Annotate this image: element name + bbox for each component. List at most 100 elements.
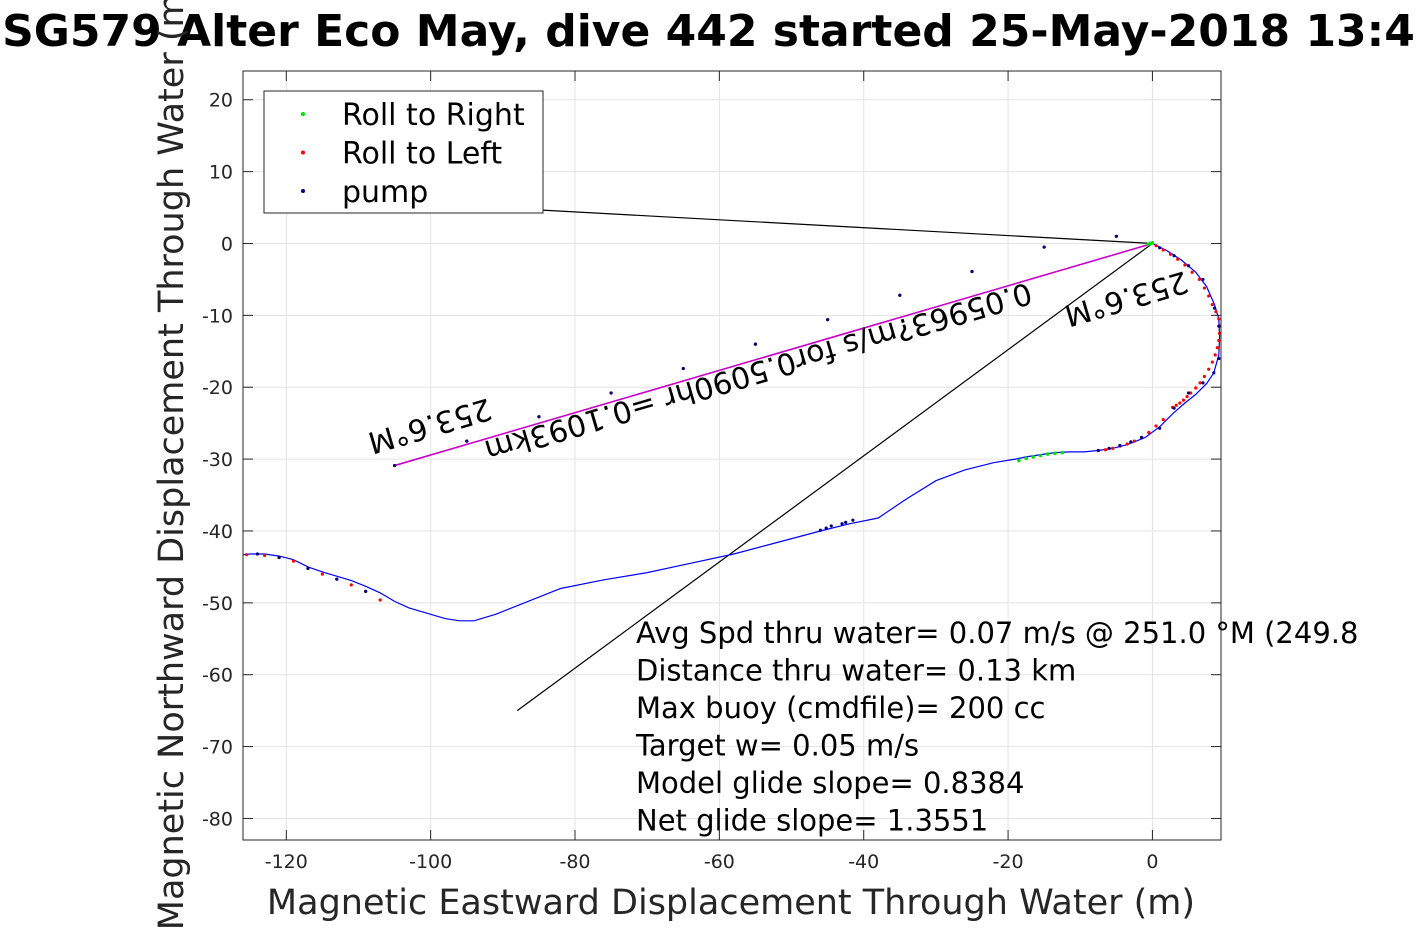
roll-left-point xyxy=(1215,346,1219,350)
roll-left-point xyxy=(1178,401,1182,405)
pump-point xyxy=(1201,381,1205,385)
data-layer xyxy=(243,206,1221,712)
pump-point xyxy=(753,342,758,346)
pump-point xyxy=(364,589,368,593)
roll-left-point xyxy=(1210,302,1214,307)
pump-point xyxy=(1129,440,1133,444)
roll-right-point xyxy=(1031,455,1036,459)
roll-left-point xyxy=(245,553,249,557)
pump-point xyxy=(851,518,855,522)
stats-annotation-line: Net glide slope= 1.3551 xyxy=(636,804,988,838)
pump-point xyxy=(335,577,339,581)
pump-point xyxy=(1158,426,1162,430)
pump-point xyxy=(826,318,830,322)
stats-annotation-line: Max buoy (cmdfile)= 200 cc xyxy=(636,691,1045,725)
y-tick-label: -20 xyxy=(202,377,233,399)
roll-left-point xyxy=(291,559,296,563)
y-tick-label: 0 xyxy=(221,233,233,255)
roll-left-point xyxy=(349,583,353,587)
pump-point xyxy=(681,366,685,371)
pump-point xyxy=(1201,277,1205,282)
roll-left-point xyxy=(1168,252,1173,256)
roll-right-point xyxy=(1038,453,1043,458)
pump-point xyxy=(1212,306,1217,310)
roll-left-point xyxy=(1185,394,1189,399)
x-axis-label: Magnetic Eastward Displacement Through W… xyxy=(267,883,1195,923)
roll-left-point xyxy=(1210,360,1214,364)
pump-point xyxy=(1118,443,1122,448)
pump-point xyxy=(829,524,833,528)
roll-left-point xyxy=(1181,398,1186,402)
y-tick-label: 10 xyxy=(209,162,233,184)
roll-left-point xyxy=(1154,244,1158,248)
roll-left-point xyxy=(1125,442,1129,446)
x-tick-label: -80 xyxy=(559,851,590,873)
pump-point xyxy=(840,522,844,526)
roll-left-point xyxy=(1190,270,1194,274)
y-tick-label: -80 xyxy=(202,808,233,830)
plot-series-group xyxy=(243,206,1221,712)
pump-point xyxy=(844,520,848,524)
pump-point xyxy=(1096,448,1100,453)
current-line xyxy=(394,242,1153,467)
roll-left-point xyxy=(1202,374,1206,379)
x-tick-label: -40 xyxy=(848,851,879,873)
ticks: -120 -100 -80 -60 -40 -20 0-80-70-60-50-40-30-… xyxy=(202,71,1221,873)
y-tick-label: -60 xyxy=(202,665,233,687)
pump-point xyxy=(1172,406,1176,410)
pump-point xyxy=(1212,371,1216,375)
x-tick-label: 0 xyxy=(1146,851,1158,873)
roll-left-point xyxy=(1161,417,1165,422)
roll-left-point xyxy=(263,553,267,557)
roll-left-point xyxy=(1176,257,1180,261)
roll-right-point xyxy=(1045,452,1050,456)
stats-annotation-line: Target w= 0.05 m/s xyxy=(635,729,919,763)
roll-left-point xyxy=(1147,430,1151,435)
pump-point xyxy=(898,293,902,297)
y-tick-label: -70 xyxy=(202,737,233,759)
y-tick-label: -10 xyxy=(202,305,233,327)
heading-line xyxy=(495,206,1153,245)
roll-left-point xyxy=(1132,439,1136,443)
roll-right-point xyxy=(1060,450,1065,455)
roll-left-point xyxy=(1183,263,1187,267)
glider-track-line xyxy=(243,242,1221,622)
pump-point xyxy=(537,415,541,419)
x-tick-label: -120 xyxy=(265,851,308,873)
roll-left-point xyxy=(1111,446,1115,450)
pump-point xyxy=(1172,254,1176,258)
pump-point xyxy=(277,555,281,560)
roll-left-point xyxy=(1202,286,1206,290)
legend-box xyxy=(263,90,544,214)
legend-label: Roll to Left xyxy=(342,137,502,172)
roll-left-point xyxy=(320,572,324,576)
legend-marker xyxy=(301,150,305,155)
roll-left-point xyxy=(1198,381,1202,385)
x-tick-label: -100 xyxy=(409,851,452,873)
stats-annotation-line: Distance thru water= 0.13 km xyxy=(636,654,1076,688)
pump-point xyxy=(392,463,397,468)
pump-point xyxy=(1042,245,1046,249)
axes-box xyxy=(242,70,1222,841)
roll-right-point xyxy=(1017,458,1021,463)
grid xyxy=(243,71,1221,840)
y-tick-label: -40 xyxy=(202,521,233,543)
roll-left-point xyxy=(378,598,382,602)
roll-left-point xyxy=(1197,277,1201,282)
pump-point xyxy=(970,269,974,274)
y-tick-label: 20 xyxy=(209,90,233,112)
roll-left-point xyxy=(1103,448,1108,452)
roll-left-point xyxy=(1161,248,1165,252)
stats-annotation-line: Avg Spd thru water= 0.07 m/s @ 251.0 °M … xyxy=(636,616,1358,650)
legend-marker xyxy=(301,112,305,116)
legend-label: Roll to Right xyxy=(342,98,525,133)
pump-point xyxy=(1158,246,1162,250)
legend-marker xyxy=(301,189,305,193)
roll-right-point xyxy=(1053,451,1057,456)
heading-line xyxy=(516,243,1153,712)
roll-left-point xyxy=(1154,424,1158,428)
chart-title: SG579 Alter Eco May, dive 442 started 25… xyxy=(2,6,1415,57)
pump-point xyxy=(1186,264,1191,268)
